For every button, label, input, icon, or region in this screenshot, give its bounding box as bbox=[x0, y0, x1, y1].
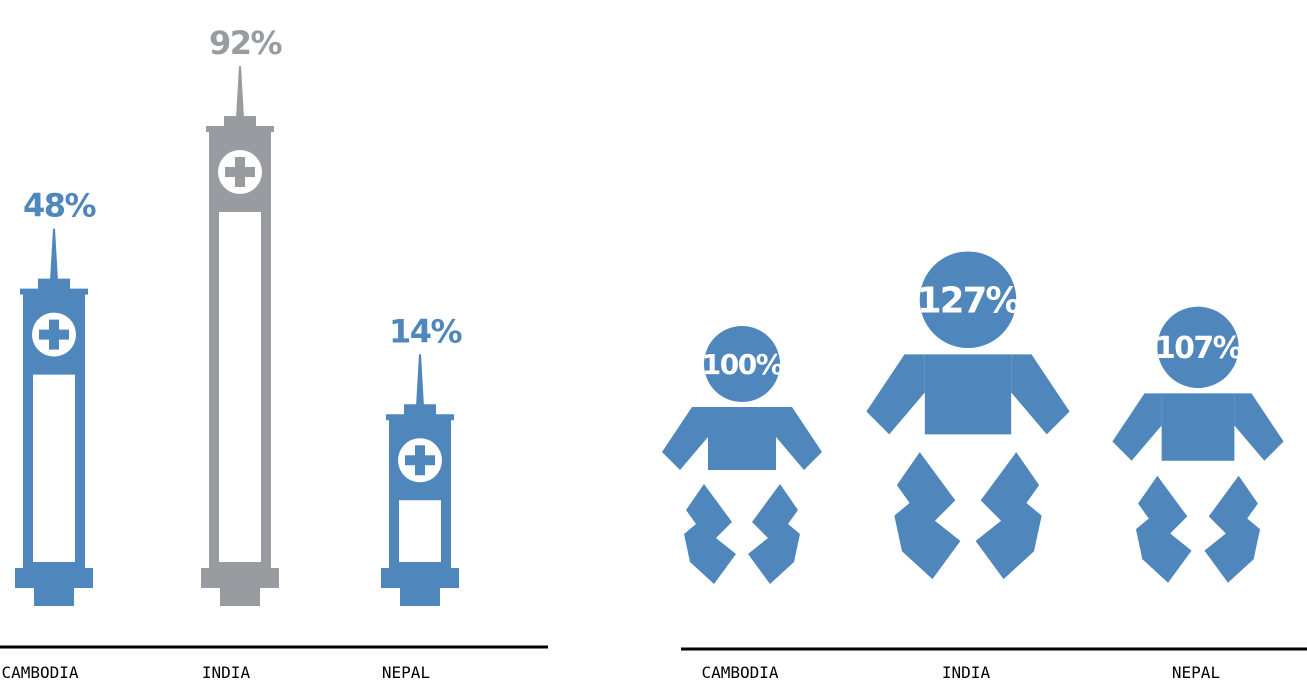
baby-left-leg bbox=[894, 452, 961, 580]
syringe-needle bbox=[236, 66, 244, 118]
baby-category-label: INDIA bbox=[942, 663, 991, 681]
syringe-window bbox=[399, 500, 441, 562]
baby-left-leg bbox=[1135, 475, 1192, 583]
baby-figure-nepal: 107% bbox=[1112, 306, 1284, 583]
syringe-rim bbox=[20, 288, 88, 295]
syringe-hub bbox=[224, 116, 256, 128]
baby-right-leg bbox=[748, 484, 800, 584]
baby-figure-india: 127% bbox=[866, 251, 1070, 580]
syringe-rim bbox=[206, 126, 274, 132]
syringe-category-label: CAMBODIA bbox=[1, 663, 78, 681]
syringe-window bbox=[219, 212, 261, 562]
baby-torso bbox=[708, 407, 776, 470]
syringe-category-label: NEPAL bbox=[382, 663, 430, 681]
baby-left-arm bbox=[662, 407, 708, 470]
syringe-hub bbox=[404, 404, 436, 417]
baby-right-arm bbox=[1234, 393, 1284, 461]
syringe-window bbox=[33, 374, 75, 562]
cross-horizontal bbox=[39, 329, 69, 340]
syringe-plunger bbox=[220, 588, 260, 606]
syringe-flange bbox=[15, 568, 93, 588]
baby-right-arm bbox=[776, 407, 822, 470]
syringe-chart: 48% CAMBODIA 92% INDIA 14% NEPAL bbox=[0, 24, 548, 682]
baby-value-label: 100% bbox=[702, 348, 784, 381]
syringe-needle bbox=[416, 354, 424, 407]
syringe-flange bbox=[381, 568, 459, 588]
syringe-value-label: 48% bbox=[23, 187, 97, 225]
syringe-plunger bbox=[400, 588, 440, 606]
baby-torso bbox=[924, 354, 1012, 435]
baby-figure-cambodia: 100% bbox=[662, 326, 822, 584]
syringe-plunger bbox=[34, 588, 74, 606]
baby-right-leg bbox=[975, 452, 1042, 580]
syringe-bar-india: 92% INDIA bbox=[201, 24, 284, 682]
baby-right-arm bbox=[1011, 354, 1070, 435]
baby-head bbox=[919, 251, 1017, 348]
baby-category-label: CAMBODIA bbox=[701, 663, 778, 681]
baby-head bbox=[1157, 306, 1239, 388]
baby-left-arm bbox=[866, 354, 925, 435]
baby-torso bbox=[1161, 393, 1235, 461]
baby-value-label: 107% bbox=[1155, 331, 1243, 366]
syringe-value-label: 92% bbox=[209, 24, 283, 62]
baby-category-label: NEPAL bbox=[1172, 663, 1220, 681]
syringe-rim bbox=[386, 414, 454, 421]
syringe-needle bbox=[50, 228, 58, 281]
syringe-bar-cambodia: 48% CAMBODIA bbox=[1, 187, 98, 682]
cross-horizontal bbox=[225, 167, 255, 177]
baby-chart: 100% CAMBODIA 127% INDIA 107% NEPAL bbox=[662, 251, 1307, 682]
syringe-bar-nepal: 14% NEPAL bbox=[381, 312, 464, 682]
baby-right-leg bbox=[1204, 475, 1261, 583]
cross-horizontal bbox=[405, 455, 435, 466]
syringe-category-label: INDIA bbox=[202, 663, 251, 681]
baby-value-label: 127% bbox=[917, 280, 1020, 321]
syringe-hub bbox=[38, 278, 70, 291]
baby-left-arm bbox=[1112, 393, 1162, 461]
syringe-flange bbox=[201, 568, 279, 588]
syringe-value-label: 14% bbox=[389, 312, 463, 350]
baby-left-leg bbox=[684, 484, 736, 584]
baby-head bbox=[704, 326, 780, 402]
